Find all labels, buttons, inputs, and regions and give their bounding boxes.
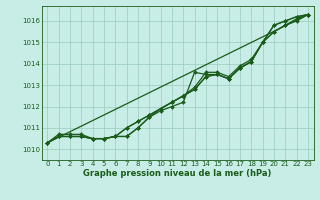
X-axis label: Graphe pression niveau de la mer (hPa): Graphe pression niveau de la mer (hPa): [84, 169, 272, 178]
